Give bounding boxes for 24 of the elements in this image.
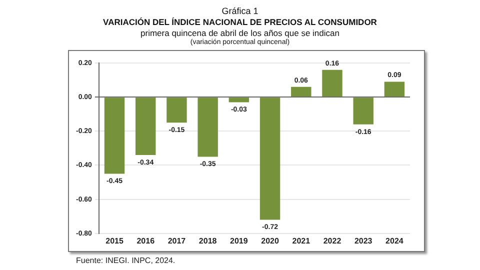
bar xyxy=(198,98,218,157)
bar xyxy=(322,70,342,97)
x-tick-label: 2021 xyxy=(292,236,311,246)
x-tick-label: 2023 xyxy=(354,236,373,246)
text: Gráfica 1 xyxy=(220,6,260,16)
chart-title: VARIACIÓN DEL ÍNDICE NACIONAL DE PRECIOS AL CONSUMIDOR xyxy=(102,17,378,27)
chart-subtitle: primera quincena de abril de los años que se indican xyxy=(140,28,340,38)
bar xyxy=(260,98,280,220)
x-tick-label: 2019 xyxy=(230,236,248,246)
bar xyxy=(384,82,405,97)
x-tick-label: 2024 xyxy=(386,236,404,246)
x-tick-label: 2015 xyxy=(106,236,124,246)
bar xyxy=(228,98,250,102)
x-tick-label: 2017 xyxy=(168,236,186,246)
bar xyxy=(136,98,156,156)
bar xyxy=(353,98,374,124)
bar xyxy=(166,98,187,123)
x-tick-label: 2020 xyxy=(261,236,280,246)
source-note: Fuente: INEGI. INPC, 2024. xyxy=(76,256,176,265)
bar xyxy=(104,98,125,174)
x-tick-label: 2022 xyxy=(323,236,342,246)
x-tick-label: 2016 xyxy=(136,236,156,246)
bar xyxy=(291,86,312,97)
x-tick-label: 2018 xyxy=(198,236,218,246)
